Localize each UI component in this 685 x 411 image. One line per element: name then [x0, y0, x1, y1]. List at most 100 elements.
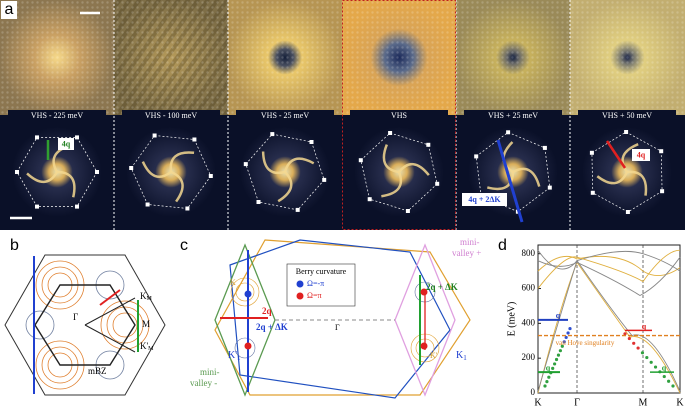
annotation: 4q — [637, 150, 646, 159]
bragg-peak — [659, 149, 664, 154]
bragg-peak — [474, 154, 479, 159]
point-label: M — [142, 319, 150, 329]
highlight-box — [342, 0, 456, 230]
y-axis-label: E (meV) — [506, 302, 517, 337]
annotation: 4q — [62, 139, 71, 148]
point-label: KM — [140, 291, 153, 302]
bragg-peak — [358, 158, 363, 163]
x-tick-label: K — [676, 397, 684, 408]
fft-arm — [382, 144, 400, 174]
bragg-peak — [129, 166, 134, 170]
energy-label: VHS + 25 meV — [488, 111, 538, 120]
fft-arm — [596, 171, 629, 185]
point-label: K' — [430, 351, 438, 360]
band — [537, 249, 681, 272]
valley-label: K1 — [456, 350, 467, 361]
y-tick-label: 400 — [522, 317, 536, 327]
bragg-peak — [35, 135, 39, 140]
label-box — [58, 138, 74, 150]
data-point — [653, 365, 658, 369]
energy-label: VHS - 100 meV — [145, 111, 197, 120]
curvature-point — [420, 288, 428, 296]
curvature-point — [244, 290, 252, 298]
bragg-peak — [625, 210, 630, 214]
bragg-peak — [506, 130, 511, 135]
bragg-peak — [152, 133, 157, 138]
point-label: Γ — [335, 323, 340, 332]
legend-entry: Ω=π — [307, 291, 322, 300]
bragg-peak — [309, 140, 314, 144]
bragg-peak — [185, 206, 190, 211]
valley-name: valley - — [190, 378, 217, 388]
data-point — [558, 349, 562, 353]
fft-arm — [141, 161, 172, 179]
data-point — [562, 340, 566, 344]
label-box — [350, 110, 448, 121]
arrow-label: 2q — [262, 306, 272, 316]
band — [537, 259, 681, 392]
y-tick-label: 600 — [522, 283, 536, 293]
bragg-peak — [243, 162, 248, 167]
data-point — [632, 341, 636, 345]
bragg-peak — [547, 185, 552, 190]
bragg-peak — [435, 181, 440, 186]
data-point — [564, 335, 568, 340]
arrow-label: 2q + ΔK — [426, 282, 458, 292]
bragg-peak — [542, 145, 547, 150]
panel-label: c — [180, 237, 188, 254]
curvature-point — [244, 342, 252, 350]
energy-label: VHS — [391, 111, 407, 120]
bragg-peak — [590, 190, 595, 195]
q-label: q — [546, 363, 551, 372]
arrow — [496, 139, 524, 223]
point-label: Γ — [73, 312, 78, 322]
data-point — [636, 346, 640, 350]
data-point — [649, 360, 653, 364]
data-point — [547, 375, 551, 379]
bragg-peak — [388, 131, 393, 135]
bragg-peak — [95, 170, 99, 174]
fft-arm — [398, 162, 430, 176]
data-point — [640, 351, 645, 355]
bragg-peak — [367, 197, 372, 202]
data-point — [568, 326, 572, 331]
fft-arm — [26, 171, 59, 184]
point-label: K — [230, 278, 236, 287]
bragg-peak — [75, 135, 79, 140]
data-point — [671, 384, 675, 388]
energy-label: VHS + 50 meV — [602, 111, 652, 120]
energy-label: VHS - 225 meV — [31, 111, 83, 120]
band — [537, 249, 681, 289]
data-point — [556, 353, 561, 357]
fft-arm — [277, 171, 293, 203]
label-box — [462, 193, 507, 206]
legend-swatch — [296, 280, 304, 288]
fft-arm — [169, 151, 195, 173]
label-box — [8, 110, 106, 121]
bragg-peak — [270, 132, 275, 137]
q-label: q — [662, 363, 667, 372]
energy-label: VHS - 25 meV — [261, 111, 309, 120]
valley-diagram — [214, 239, 471, 399]
bragg-peak — [145, 202, 150, 207]
curvature-point — [420, 342, 428, 350]
label-box — [236, 110, 334, 121]
data-point — [662, 374, 666, 379]
point-label: mBZ — [88, 366, 107, 376]
data-point — [566, 331, 570, 335]
panel-label: b — [10, 237, 19, 254]
valley-name: mini- — [200, 367, 220, 377]
data-point — [667, 379, 671, 383]
bragg-peak — [192, 137, 197, 142]
bragg-peak — [75, 204, 79, 209]
fft-arm — [261, 151, 286, 175]
panel-label: a — [5, 1, 14, 18]
label-box — [464, 110, 562, 121]
x-tick-label: K — [534, 397, 542, 408]
point-label: K'M — [140, 341, 154, 352]
bragg-peak — [426, 142, 431, 147]
bragg-peak — [295, 207, 300, 212]
bragg-peak — [35, 204, 39, 209]
arrow-label: 2q + ΔK — [256, 322, 288, 332]
